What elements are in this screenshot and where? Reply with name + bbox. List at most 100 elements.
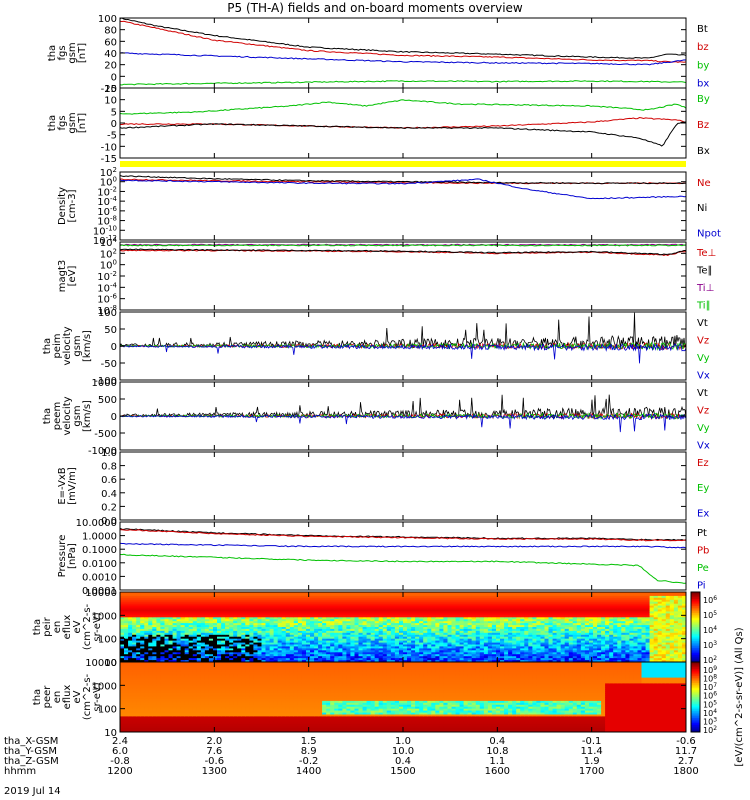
heatmap-cell xyxy=(560,593,566,597)
heatmap-cell xyxy=(374,646,380,649)
heatmap-cell xyxy=(544,623,550,626)
heatmap-cell xyxy=(382,646,388,649)
heatmap-cell xyxy=(451,599,457,603)
legend-Bt: Bt xyxy=(697,24,708,35)
heatmap-cell xyxy=(217,634,222,638)
heatmap-cell xyxy=(419,628,424,632)
heatmap-cell xyxy=(419,638,424,642)
heatmap-cell xyxy=(609,630,614,634)
heatmap-cell xyxy=(536,592,541,595)
heatmap-cell xyxy=(625,597,630,601)
heatmap-cell xyxy=(475,619,481,622)
heatmap-cell xyxy=(439,611,444,614)
heatmap-cell xyxy=(249,615,254,618)
heatmap-cell xyxy=(180,623,186,626)
heatmap-cell xyxy=(536,623,541,626)
heatmap-cell xyxy=(277,636,283,640)
heatmap-cell xyxy=(225,597,230,601)
heatmap-cell xyxy=(136,644,141,647)
heatmap-cell xyxy=(443,638,448,642)
heatmap-cell xyxy=(358,625,364,628)
heatmap-cell xyxy=(310,592,315,595)
heatmap-cell xyxy=(346,634,351,638)
heatmap-cell xyxy=(423,601,428,605)
heatmap-cell xyxy=(601,603,606,607)
heatmap-cell xyxy=(285,625,291,628)
heatmap-cell xyxy=(168,597,174,601)
heatmap-cell xyxy=(625,607,630,611)
heatmap-cell xyxy=(281,632,287,636)
heatmap-cell xyxy=(237,640,242,644)
heatmap-cell xyxy=(338,627,343,630)
heatmap-cell xyxy=(245,592,250,595)
heatmap-cell xyxy=(273,623,279,626)
heatmap-cell xyxy=(536,621,541,624)
heatmap-cell xyxy=(512,623,517,626)
heatmap-cell xyxy=(621,613,626,616)
heatmap-cell xyxy=(512,632,517,636)
heatmap-cell xyxy=(479,592,485,595)
heatmap-cell xyxy=(447,615,453,618)
heatmap-cell xyxy=(192,642,198,646)
heatmap-cell xyxy=(225,617,230,620)
heatmap-cell xyxy=(124,623,129,626)
heatmap-cell xyxy=(120,646,125,649)
heatmap-cell xyxy=(314,609,319,612)
heatmap-cell xyxy=(318,638,323,642)
heatmap-cell xyxy=(479,642,485,646)
heatmap-cell xyxy=(637,613,643,616)
heatmap-cell xyxy=(277,597,283,601)
heatmap-cell xyxy=(572,630,578,634)
heatmap-cell xyxy=(184,658,190,661)
heatmap-cell xyxy=(241,644,246,647)
heatmap-cell xyxy=(556,640,562,644)
heatmap-cell xyxy=(443,615,448,618)
heatmap-cell xyxy=(459,658,465,661)
heatmap-cell xyxy=(342,634,347,638)
heatmap-cell xyxy=(160,630,165,634)
heatmap-cell xyxy=(508,597,513,601)
heatmap-cell xyxy=(451,638,457,642)
heatmap-cell xyxy=(516,592,521,595)
heatmap-cell xyxy=(237,599,242,603)
heatmap-cell xyxy=(390,592,396,595)
heatmap-cell xyxy=(540,595,546,599)
heatmap-cell xyxy=(552,611,558,614)
heatmap-cell xyxy=(249,636,254,640)
heatmap-cell xyxy=(160,603,165,607)
heatmap-cell xyxy=(229,625,234,628)
heatmap-cell xyxy=(176,648,182,651)
heatmap-cell xyxy=(221,595,226,599)
y-tick-label: 10-8 xyxy=(97,304,117,317)
heatmap-cell xyxy=(221,644,226,647)
heatmap-cell xyxy=(217,658,222,661)
heatmap-cell xyxy=(350,603,355,607)
heatmap-cell xyxy=(572,640,578,644)
heatmap-cell xyxy=(204,638,210,642)
heatmap-cell xyxy=(572,638,578,642)
heatmap-cell xyxy=(310,640,315,644)
heatmap-cell xyxy=(621,634,626,638)
heatmap-cell xyxy=(310,636,315,640)
heatmap-cell xyxy=(601,597,606,601)
heatmap-cell xyxy=(548,607,554,611)
heatmap-cell xyxy=(281,640,287,644)
heatmap-cell xyxy=(310,632,315,636)
heatmap-cell xyxy=(148,654,153,657)
heatmap-cell xyxy=(479,654,485,657)
heatmap-cell xyxy=(394,597,400,601)
heatmap-cell xyxy=(310,652,315,655)
heatmap-cell xyxy=(378,627,384,630)
heatmap-cell xyxy=(188,632,194,636)
heatmap-cell xyxy=(479,611,485,614)
heatmap-cell xyxy=(350,625,355,628)
heatmap-cell xyxy=(613,609,618,612)
heatmap-cell xyxy=(407,654,412,657)
heatmap-cell xyxy=(483,601,489,605)
heatmap-cell xyxy=(552,630,558,634)
heatmap-cell xyxy=(532,607,537,611)
heatmap-cell xyxy=(382,597,388,601)
heatmap-cell xyxy=(625,595,630,599)
heatmap-cell xyxy=(605,613,610,616)
